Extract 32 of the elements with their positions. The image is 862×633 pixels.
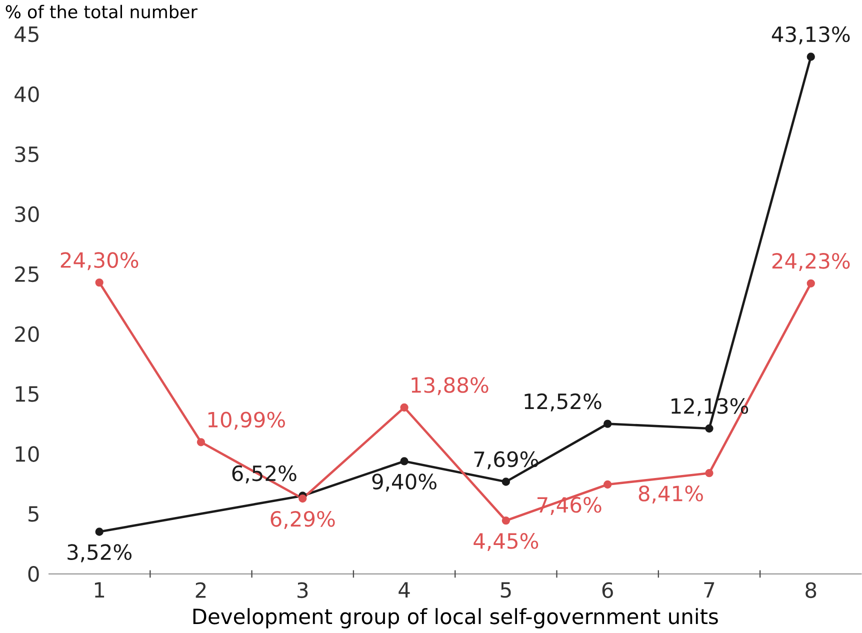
y-tick-label: 40: [14, 86, 39, 102]
y-tick-label: 35: [15, 146, 38, 162]
x-tick-label: 8: [806, 582, 816, 598]
x-tick-label: 3: [298, 582, 308, 598]
x-axis-title: Development group of local self-government units: [193, 608, 718, 628]
data-label: 24,23%: [772, 252, 850, 271]
y-axis-title: % of the total number: [6, 4, 198, 18]
x-tick-label: 6: [602, 582, 613, 598]
x-tick-label: 2: [196, 582, 206, 598]
data-label: 9,40%: [372, 474, 436, 492]
x-tick-label: 7: [704, 582, 714, 598]
data-label: 4,45%: [474, 532, 538, 551]
y-tick-label: 0: [28, 566, 39, 582]
y-tick-label: 10: [16, 446, 39, 462]
y-tick-label: 5: [28, 506, 38, 522]
y-tick-label: 45: [14, 26, 38, 42]
data-label: 13,88%: [412, 376, 488, 395]
x-tick-label: 4: [398, 582, 410, 598]
x-tick-label: 5: [500, 582, 511, 598]
data-label: 3,52%: [68, 544, 132, 562]
y-tick-label: 15: [16, 386, 38, 402]
data-label: 8,41%: [638, 485, 703, 504]
data-label: 7,69%: [474, 451, 538, 470]
y-tick-label: 20: [15, 326, 39, 342]
data-label: 43,13%: [772, 26, 850, 44]
x-tick-label: 1: [94, 582, 104, 598]
data-label: 6,29%: [270, 510, 335, 529]
data-label: 12,52%: [524, 393, 602, 412]
data-label: 24,30%: [60, 252, 138, 270]
y-tick-label: 25: [15, 266, 38, 282]
data-label: 10,99%: [208, 412, 285, 430]
y-tick-label: 30: [15, 206, 39, 222]
